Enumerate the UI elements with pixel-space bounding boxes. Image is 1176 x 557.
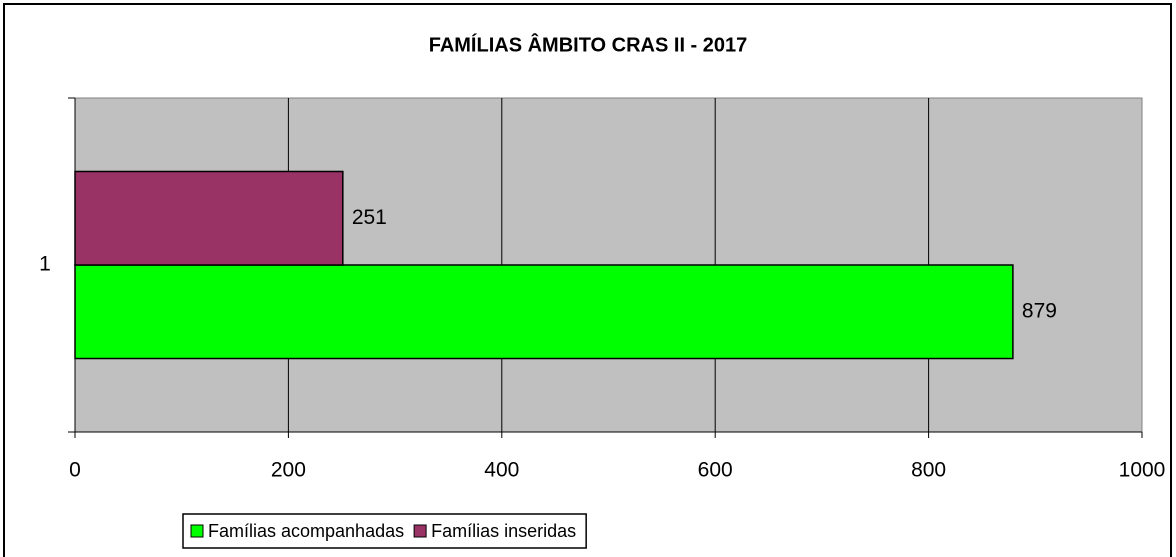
y-tick-label: 1 — [39, 253, 51, 276]
x-tick-label: 1000 — [1119, 459, 1166, 482]
legend-box — [182, 513, 587, 549]
x-tick-label: 400 — [484, 459, 519, 482]
legend-label: Famílias acompanhadas — [208, 521, 404, 541]
legend-label: Famílias inseridas — [431, 521, 576, 541]
bar — [74, 170, 344, 266]
x-tick-label: 0 — [69, 459, 81, 482]
x-tick-label: 800 — [911, 459, 946, 482]
chart-title: FAMÍLIAS ÂMBITO CRAS II - 2017 — [429, 32, 748, 56]
legend: Famílias acompanhadas Famílias inseridas — [182, 513, 587, 549]
legend-swatch — [190, 524, 204, 538]
bar — [74, 264, 1014, 360]
legend-swatch — [413, 524, 427, 538]
x-tick-label: 600 — [698, 459, 733, 482]
x-tick-label: 200 — [271, 459, 306, 482]
data-label: 251 — [352, 206, 387, 229]
data-label: 879 — [1022, 299, 1057, 322]
